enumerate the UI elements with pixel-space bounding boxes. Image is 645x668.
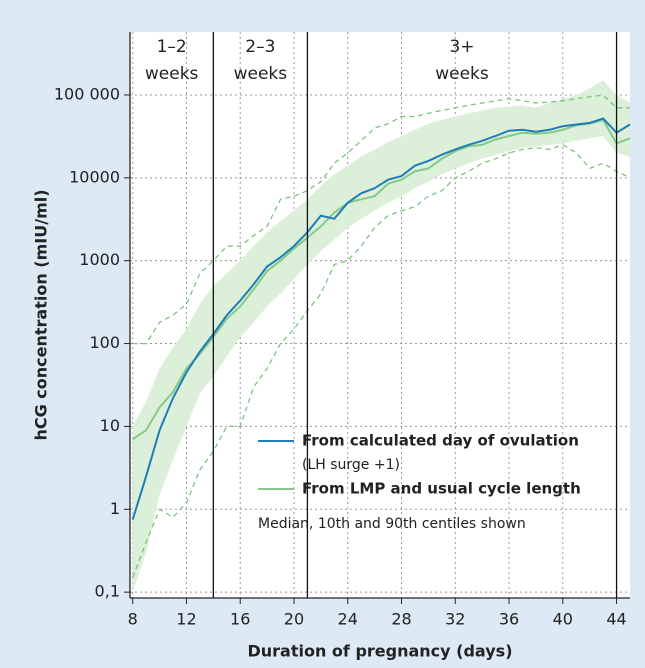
y-axis-title: hCG concentration (mIU/ml) [32, 189, 51, 440]
period-label: 1–2 [157, 37, 187, 57]
centile-line [132, 144, 631, 578]
chart-note: Median, 10th and 90th centiles shown [258, 516, 526, 532]
period-label: weeks [145, 64, 199, 84]
centile-line [132, 94, 630, 345]
x-tick-label: 12 [176, 610, 196, 629]
period-label: 3+ [449, 37, 474, 57]
period-label: 2–3 [245, 37, 275, 57]
y-tick-label: 100 000 [54, 84, 120, 103]
x-tick-label: 32 [445, 610, 465, 629]
centile-band [132, 80, 630, 593]
y-tick-label: 1 [110, 499, 120, 518]
x-tick-label: 24 [338, 610, 358, 629]
series-line [131, 117, 631, 520]
x-tick-label: 20 [284, 610, 304, 629]
y-tick-label: 1000 [79, 250, 120, 269]
x-axis-title: Duration of pregnancy (days) [247, 642, 512, 661]
y-tick-label: 100 [89, 333, 120, 352]
y-tick-label: 0,1 [95, 582, 120, 601]
y-tick-label: 10 [100, 416, 120, 435]
period-label: weeks [234, 64, 288, 84]
x-tick-label: 36 [499, 610, 519, 629]
x-tick-label: 8 [128, 610, 138, 629]
period-label: weeks [435, 64, 489, 84]
series-line [132, 118, 631, 441]
x-tick-label: 28 [391, 610, 411, 629]
x-tick-label: 40 [553, 610, 573, 629]
x-tick-label: 16 [230, 610, 250, 629]
y-tick-label: 10000 [69, 167, 120, 186]
x-tick-label: 44 [606, 610, 626, 629]
legend-note: (LH surge +1) [302, 457, 400, 473]
legend-label: From LMP and usual cycle length [302, 480, 581, 498]
legend-label: From calculated day of ovulation [302, 432, 579, 450]
